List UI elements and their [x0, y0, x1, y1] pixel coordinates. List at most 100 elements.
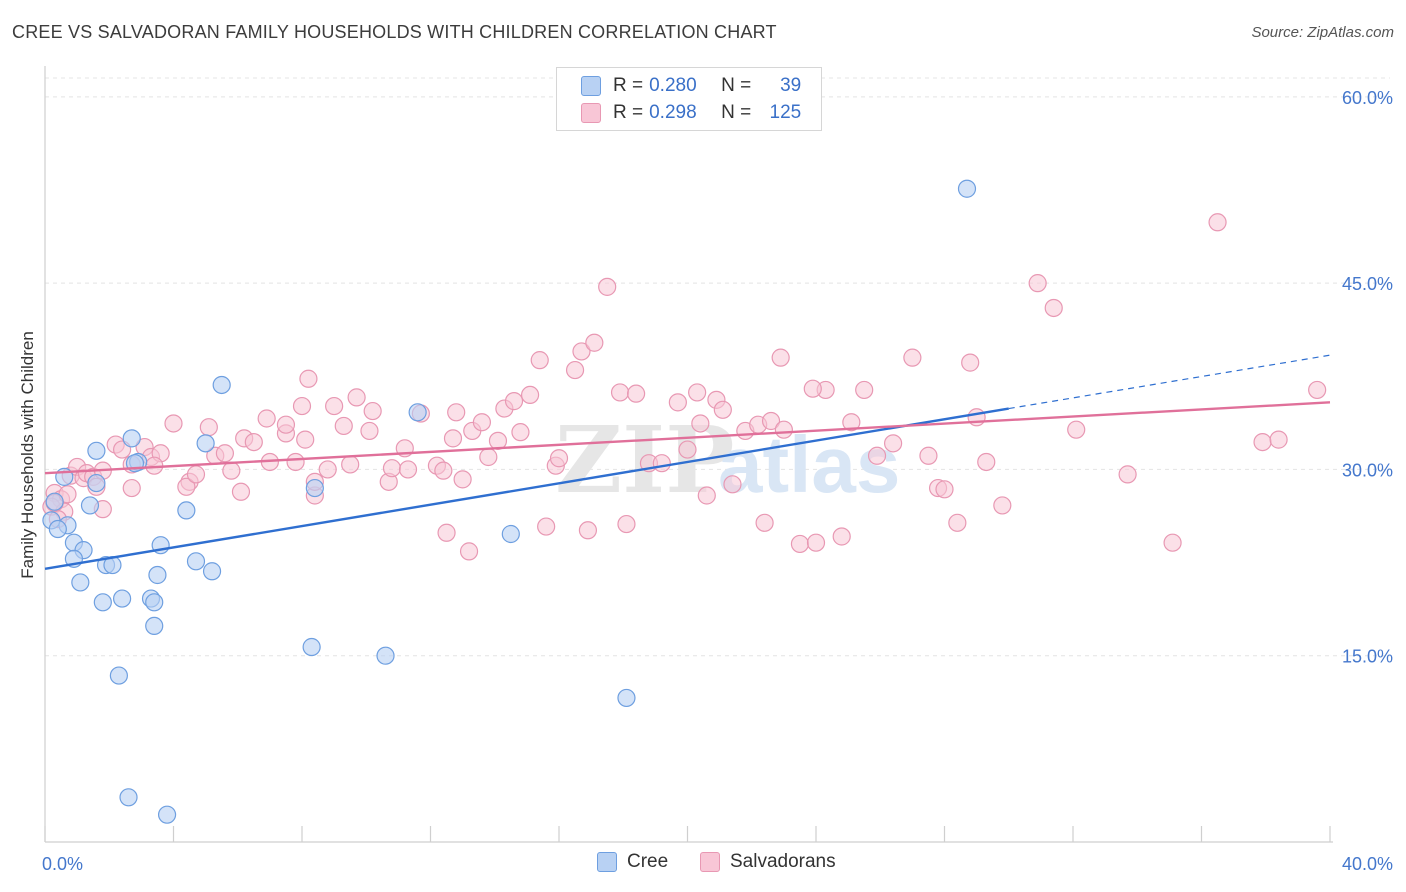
salvadorans-point: [713, 400, 732, 419]
salvadorans-point: [360, 421, 379, 441]
salvadorans-point: [855, 380, 874, 400]
salvadorans-point: [299, 369, 318, 388]
legend-swatch-cree: [581, 76, 601, 96]
salvadorans-point: [578, 521, 598, 540]
trend-lines: [44, 354, 1331, 570]
cree-point: [148, 565, 167, 585]
salvadorans-point: [585, 333, 604, 352]
salvadorans-point: [790, 534, 810, 554]
salvadorans-point: [276, 415, 296, 434]
salvadorans-point: [598, 277, 617, 296]
legend-r-value: 0.280: [649, 75, 697, 96]
salvadorans-point: [292, 396, 312, 416]
legend-n-label: N =: [721, 75, 752, 96]
salvadorans-point: [286, 452, 305, 472]
salvadorans-point: [363, 401, 382, 421]
cree-point: [617, 688, 636, 708]
salvadorans-points: [42, 213, 1327, 561]
salvadorans-point: [511, 423, 530, 442]
salvadorans-point: [453, 470, 472, 489]
legend-n-label: N =: [721, 102, 752, 123]
salvadorans-point: [610, 383, 630, 402]
cree-point: [157, 805, 177, 824]
salvadorans-point: [398, 460, 418, 479]
salvadorans-point: [1308, 380, 1327, 400]
salvadorans-point: [199, 418, 218, 437]
legend-row-salvadorans: R = 0.298 N = 125: [581, 100, 801, 126]
cree-point: [109, 666, 128, 685]
salvadorans-point: [504, 392, 524, 411]
cree-point: [212, 375, 231, 395]
salvadorans-point: [472, 413, 491, 432]
salvadorans-point: [806, 533, 826, 552]
salvadorans-point: [520, 385, 540, 405]
bottom-legend-label-salvadorans: Salvadorans: [730, 851, 836, 872]
bottom-legend-swatch-cree: [597, 852, 617, 872]
salvadorans-point: [222, 461, 241, 480]
cree-point: [87, 441, 106, 460]
salvadorans-point: [537, 517, 556, 536]
salvadorans-point: [1067, 420, 1086, 439]
salvadorans-point: [231, 482, 251, 501]
legend-r-value: 0.298: [649, 102, 697, 123]
salvadorans-point: [257, 409, 276, 428]
salvadorans-point: [919, 446, 938, 465]
legend-r-label: R =: [613, 102, 644, 123]
salvadorans-point: [549, 449, 569, 468]
salvadorans-point: [459, 542, 479, 561]
x-tick-label: 40.0%: [1342, 854, 1393, 874]
salvadorans-point: [883, 434, 903, 453]
salvadorans-point: [626, 384, 646, 403]
legend-swatch-salvadorans: [581, 103, 601, 123]
salvadorans-point: [617, 514, 636, 534]
legend-n-value: 125: [769, 102, 802, 123]
x-tick-label: 0.0%: [42, 854, 83, 874]
salvadorans-point: [697, 486, 716, 505]
legend-row-cree: R = 0.280 N = 39: [581, 73, 801, 99]
cree-point: [93, 593, 112, 612]
y-axis-label: Family Households with Children: [18, 331, 37, 579]
salvadorans-point: [347, 388, 366, 407]
salvadorans-point: [186, 465, 206, 484]
cree-point: [376, 646, 395, 665]
salvadorans-trend-line: [44, 401, 1331, 475]
cree-point: [80, 496, 100, 515]
salvadorans-point: [164, 414, 183, 433]
salvadorans-point: [447, 403, 466, 422]
cree-point: [71, 573, 90, 592]
cree-point: [202, 562, 222, 581]
salvadorans-point: [842, 413, 861, 432]
salvadorans-point: [1163, 533, 1182, 552]
cree-point: [177, 501, 196, 520]
salvadorans-point: [993, 496, 1012, 515]
salvadorans-point: [948, 513, 967, 532]
salvadorans-point: [771, 348, 790, 367]
cree-point: [305, 478, 324, 498]
salvadorans-point: [678, 440, 697, 459]
salvadorans-point: [977, 452, 996, 472]
salvadorans-point: [437, 523, 456, 542]
bottom-legend-label-cree: Cree: [627, 851, 669, 872]
salvadorans-point: [1028, 274, 1047, 293]
cree-point: [302, 637, 321, 657]
salvadorans-point: [1208, 213, 1227, 232]
cree-point: [45, 492, 64, 511]
salvadorans-point: [443, 429, 463, 448]
salvadorans-point: [691, 414, 710, 433]
salvadorans-point: [318, 460, 337, 479]
salvadorans-point: [668, 393, 687, 412]
salvadorans-point: [382, 459, 402, 478]
cree-point: [501, 524, 520, 544]
cree-point: [145, 616, 164, 636]
bottom-legend-salvadorans: Salvadorans: [700, 851, 836, 873]
salvadorans-point: [334, 416, 353, 436]
y-tick-label: 30.0%: [1342, 460, 1393, 480]
salvadorans-point: [325, 396, 344, 416]
salvadorans-point: [867, 446, 887, 465]
y-tick-label: 15.0%: [1342, 647, 1393, 667]
chart-title: CREE VS SALVADORAN FAMILY HOUSEHOLDS WIT…: [12, 22, 777, 42]
salvadorans-point: [296, 430, 315, 449]
cree-point: [957, 179, 977, 198]
salvadorans-point: [774, 420, 793, 439]
salvadorans-point: [479, 447, 498, 467]
